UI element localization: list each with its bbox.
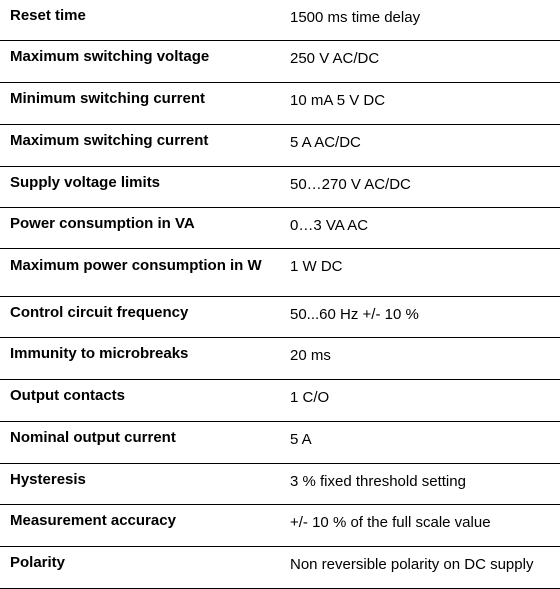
spec-label: Measurement accuracy	[10, 512, 176, 529]
spec-label: Supply voltage limits	[10, 174, 161, 191]
spec-row-power-consumption-va: Power consumption in VA 0…3 VA AC	[0, 208, 560, 249]
spec-row-measurement-accuracy: Measurement accuracy +/- 10 % of the ful…	[0, 505, 560, 547]
spec-value: 1 C/O	[290, 389, 330, 406]
spec-label: Power consumption in VA	[10, 215, 195, 232]
spec-label: Output contacts	[10, 387, 125, 404]
spec-value: 3 % fixed threshold setting	[290, 473, 466, 490]
spec-value: 250 V AC/DC	[290, 50, 380, 67]
spec-value: 10 mA 5 V DC	[290, 92, 386, 109]
spec-value: +/- 10 % of the full scale value	[290, 514, 491, 531]
spec-value: 1 W DC	[290, 258, 343, 275]
spec-value: 0…3 VA AC	[290, 217, 369, 234]
spec-row-max-power-consumption-w: Maximum power consumption in W 1 W DC	[0, 249, 560, 297]
spec-label: Maximum power consumption in W	[10, 257, 262, 274]
spec-label: Minimum switching current	[10, 90, 206, 107]
spec-row-supply-voltage-limits: Supply voltage limits 50…270 V AC/DC	[0, 167, 560, 208]
spec-label: Maximum switching current	[10, 132, 209, 149]
spec-label: Reset time	[10, 7, 86, 24]
spec-row-min-switching-current: Minimum switching current 10 mA 5 V DC	[0, 83, 560, 125]
spec-row-reset-time: Reset time 1500 ms time delay	[0, 0, 560, 41]
spec-row-hysteresis: Hysteresis 3 % fixed threshold setting	[0, 464, 560, 505]
spec-row-polarity: Polarity Non reversible polarity on DC s…	[0, 547, 560, 589]
spec-label: Maximum switching voltage	[10, 48, 210, 65]
spec-value: 50...60 Hz +/- 10 %	[290, 306, 419, 323]
spec-row-nominal-output-current: Nominal output current 5 A	[0, 422, 560, 464]
spec-label: Immunity to microbreaks	[10, 345, 189, 362]
spec-label: Polarity	[10, 554, 66, 571]
spec-row-output-contacts: Output contacts 1 C/O	[0, 380, 560, 422]
spec-row-max-switching-voltage: Maximum switching voltage 250 V AC/DC	[0, 41, 560, 83]
spec-row-max-switching-current: Maximum switching current 5 A AC/DC	[0, 125, 560, 167]
spec-value: 1500 ms time delay	[290, 9, 421, 26]
spec-value: 50…270 V AC/DC	[290, 176, 411, 193]
spec-label: Control circuit frequency	[10, 304, 189, 321]
spec-value: Non reversible polarity on DC supply	[290, 556, 534, 573]
spec-value: 5 A AC/DC	[290, 134, 361, 151]
spec-value: 5 A	[290, 431, 312, 448]
spec-value: 20 ms	[290, 347, 331, 364]
spec-label: Hysteresis	[10, 471, 86, 488]
spec-row-immunity-microbreaks: Immunity to microbreaks 20 ms	[0, 338, 560, 380]
spec-label: Nominal output current	[10, 429, 176, 446]
spec-row-control-circuit-frequency: Control circuit frequency 50...60 Hz +/-…	[0, 297, 560, 338]
